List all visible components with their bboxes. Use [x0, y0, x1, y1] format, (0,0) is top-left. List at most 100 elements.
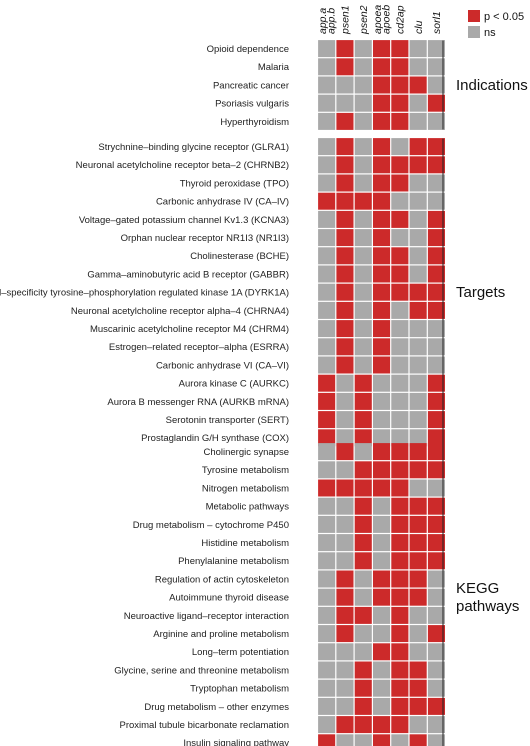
heatmap-cell: [391, 679, 409, 697]
heatmap-cell: [427, 716, 445, 734]
row-label: Psoriasis vulgaris: [215, 99, 289, 110]
heatmap-cell: [409, 552, 427, 570]
heatmap-cell: [318, 679, 336, 697]
heatmap-cell: [391, 338, 409, 356]
heatmap-cell: [354, 429, 372, 447]
heatmap-cell: [391, 374, 409, 392]
heatmap-cell: [336, 174, 354, 192]
heatmap-cell: [391, 210, 409, 228]
column-label-text: clu: [413, 20, 425, 34]
heatmap-cell: [427, 174, 445, 192]
heatmap-cell: [336, 588, 354, 606]
heatmap-cell: [409, 515, 427, 533]
heatmap-cell: [354, 374, 372, 392]
heatmap-cell: [318, 210, 336, 228]
heatmap-cell: [391, 734, 409, 746]
heatmap-cell: [409, 392, 427, 410]
heatmap-cell: [318, 429, 336, 447]
heatmap-cell: [373, 606, 391, 624]
heatmap-cell: [354, 112, 372, 130]
heatmap-cell: [318, 411, 336, 429]
heatmap-cell: [354, 338, 372, 356]
heatmap-cell: [409, 283, 427, 301]
heatmap-cell: [354, 229, 372, 247]
heatmap-cell: [391, 411, 409, 429]
heatmap-cell: [409, 156, 427, 174]
heatmap-cell: [427, 374, 445, 392]
heatmap-cell: [373, 265, 391, 283]
heatmap-cell: [427, 570, 445, 588]
heatmap-cell: [318, 625, 336, 643]
heatmap-cell: [318, 283, 336, 301]
row-label: Drug metabolism – other enzymes: [144, 702, 289, 713]
row-label: Aurora kinase C (AURKC): [179, 379, 289, 390]
heatmap-cell: [336, 283, 354, 301]
heatmap-cell: [373, 461, 391, 479]
column-label-text: cd2ap: [394, 5, 406, 34]
heatmap-cell: [336, 461, 354, 479]
heatmap-cell: [427, 697, 445, 715]
heatmap-cell: [354, 265, 372, 283]
heatmap-cell: [427, 283, 445, 301]
heatmap-cell: [336, 76, 354, 94]
heatmap-cell: [336, 138, 354, 156]
heatmap-cell: [318, 58, 336, 76]
row-label: Prostaglandin G/H synthase (COX): [141, 433, 289, 444]
row-label: Drug metabolism – cytochrome P450: [133, 520, 289, 531]
heatmap-cell: [318, 515, 336, 533]
heatmap-cell: [354, 661, 372, 679]
heatmap-cell: [409, 411, 427, 429]
group-label-indications: Indications: [456, 77, 528, 94]
heatmap-cell: [373, 301, 391, 319]
column-label-text: psen1: [340, 5, 352, 35]
heatmap-cell: [354, 320, 372, 338]
heatmap-cell: [318, 661, 336, 679]
heatmap-cell: [409, 338, 427, 356]
heatmap-cell: [391, 429, 409, 447]
heatmap-cell: [409, 443, 427, 461]
row-label: Voltage–gated potassium channel Kv1.3 (K…: [79, 215, 289, 226]
heatmap-cell: [427, 661, 445, 679]
heatmap-cell: [318, 697, 336, 715]
heatmap-cell: [373, 247, 391, 265]
heatmap-cell: [336, 534, 354, 552]
row-label: Metabolic pathways: [206, 502, 290, 513]
heatmap-cell: [354, 156, 372, 174]
heatmap-cell: [336, 94, 354, 112]
heatmap-cell: [391, 643, 409, 661]
row-label: Dual–specificity tyrosine–phosphorylatio…: [0, 288, 289, 299]
heatmap-cell: [373, 374, 391, 392]
heatmap-cell: [336, 429, 354, 447]
heatmap-cell: [409, 374, 427, 392]
heatmap-cell: [336, 265, 354, 283]
row-label: Strychnine–binding glycine receptor (GLR…: [98, 142, 289, 153]
heatmap-cell: [373, 76, 391, 94]
heatmap-cell: [391, 320, 409, 338]
heatmap-cell: [373, 138, 391, 156]
heatmap-cell: [391, 479, 409, 497]
heatmap-cell: [391, 156, 409, 174]
heatmap-cell: [373, 443, 391, 461]
heatmap-cell: [427, 229, 445, 247]
heatmap-cell: [354, 356, 372, 374]
column-label-text: app.b: [326, 8, 338, 34]
heatmap-cell: [391, 570, 409, 588]
heatmap-cell: [373, 552, 391, 570]
heatmap-cell: [391, 588, 409, 606]
heatmap-cell: [354, 443, 372, 461]
heatmap-cell: [427, 411, 445, 429]
heatmap-cell: [373, 734, 391, 746]
heatmap-cell: [427, 138, 445, 156]
row-label: Insulin signaling pathway: [183, 738, 289, 746]
heatmap-cell: [354, 606, 372, 624]
heatmap-cell: [391, 356, 409, 374]
heatmap-cell: [391, 112, 409, 130]
heatmap-cell: [409, 40, 427, 58]
heatmap-cell: [336, 192, 354, 210]
heatmap-cell: [354, 58, 372, 76]
legend-label-ns: ns: [484, 27, 496, 39]
heatmap-cell: [427, 320, 445, 338]
heatmap-cell: [409, 174, 427, 192]
heatmap-cell: [336, 643, 354, 661]
heatmap-cell: [409, 679, 427, 697]
